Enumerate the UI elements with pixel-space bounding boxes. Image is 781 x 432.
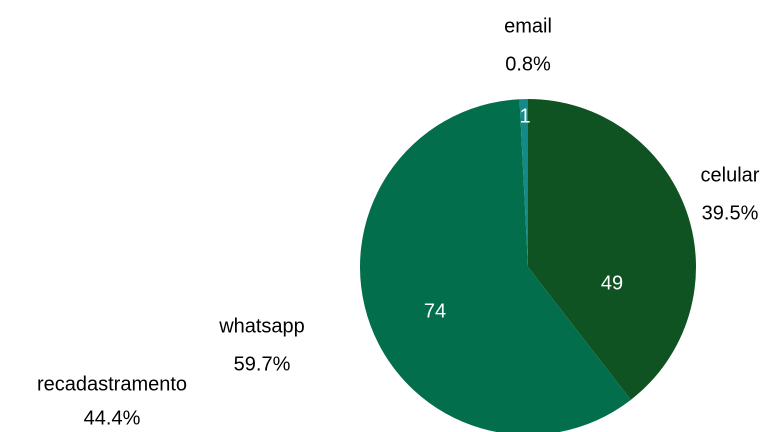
pie-slice [519, 99, 528, 267]
pie-slice [360, 99, 631, 432]
slice-value-label: 1 [519, 105, 530, 127]
slice-name-label: whatsapp [218, 315, 305, 337]
fragment-percent: 44.4% [84, 407, 141, 429]
fragment-label: recadastramento [37, 373, 187, 395]
slice-percent-label: 39.5% [702, 202, 759, 224]
slice-name-label: celular [701, 164, 760, 186]
slice-value-label: 74 [424, 300, 446, 322]
slice-value-label: 49 [601, 272, 623, 294]
slice-name-label: email [504, 15, 552, 37]
slice-percent-label: 59.7% [234, 353, 291, 375]
slice-percent-label: 0.8% [505, 53, 551, 75]
pie-slice [528, 99, 696, 400]
